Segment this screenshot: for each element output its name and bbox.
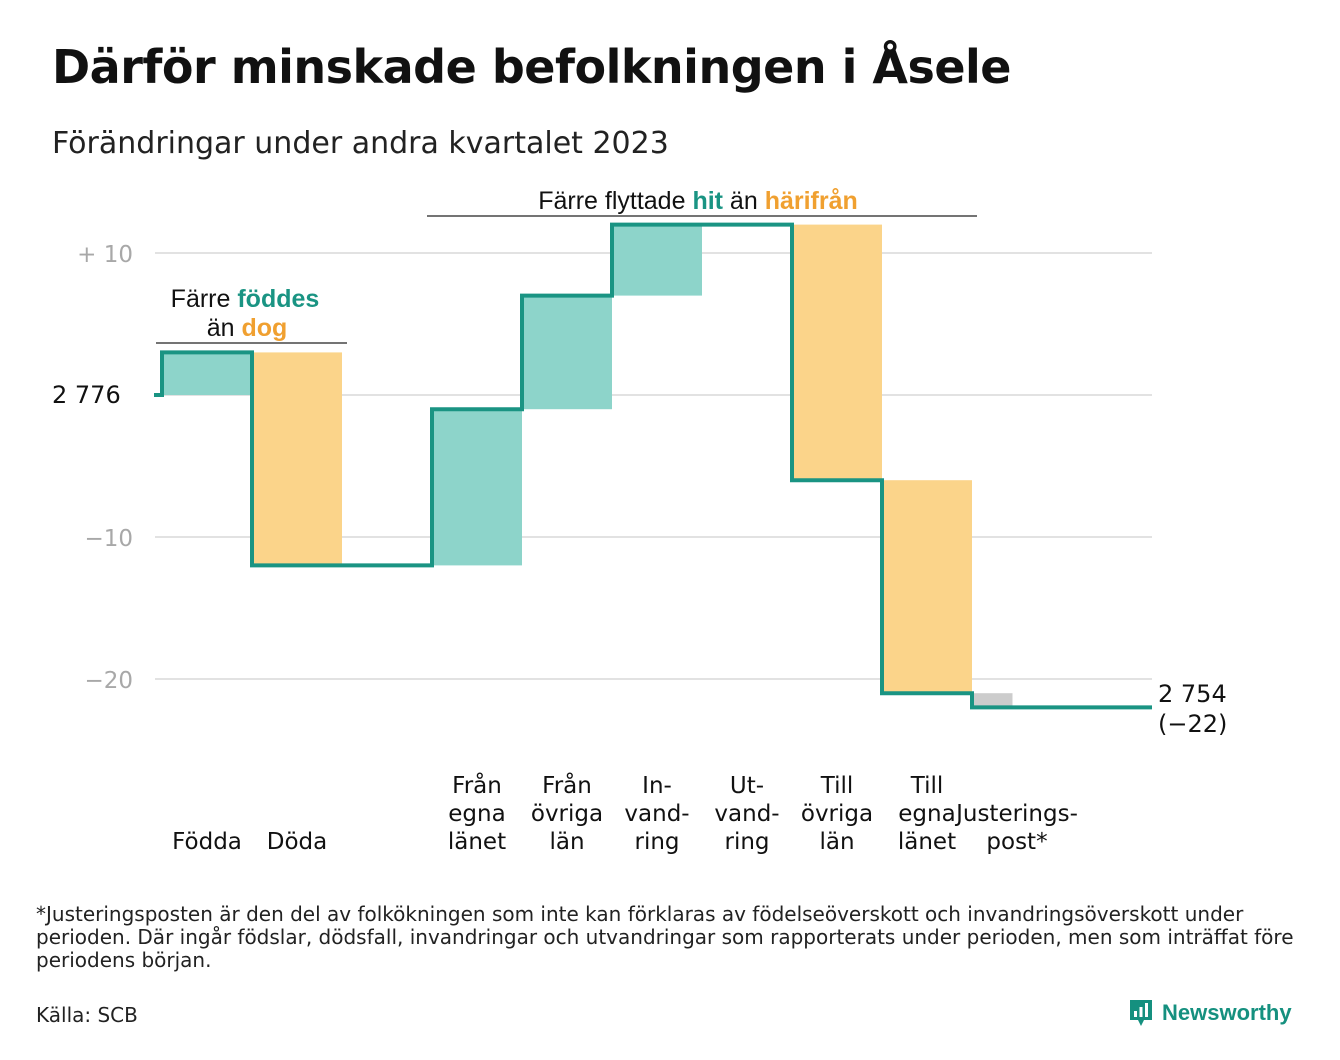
end-value-label: 2 754: [1158, 680, 1227, 708]
migration-annotation: Färre flyttade hit än härifrån: [538, 187, 858, 215]
brand-name: Newsworthy: [1162, 1000, 1292, 1025]
x-category-label: Till: [820, 773, 854, 799]
bar-doda: [252, 352, 342, 566]
start-value-label: 2 776: [52, 381, 121, 409]
x-category-label: In-: [642, 773, 672, 799]
x-category-label: länet: [898, 829, 956, 855]
x-category-label: vand-: [624, 801, 689, 827]
brand-logo: Newsworthy: [1128, 998, 1292, 1028]
x-category-label: ring: [634, 829, 679, 855]
end-change-label: (−22): [1158, 710, 1227, 738]
x-category-label: länet: [448, 829, 506, 855]
bar-fodda: [162, 352, 252, 395]
x-category-label: Döda: [267, 829, 327, 855]
y-tick-label: −10: [84, 526, 133, 552]
x-category-label: län: [549, 829, 584, 855]
x-category-label: Till: [910, 773, 944, 799]
y-tick-label: + 10: [77, 242, 133, 268]
x-category-label: övriga: [531, 801, 603, 827]
bar-chart-pin-icon: [1130, 1000, 1152, 1026]
x-category-label: egna: [898, 801, 955, 827]
births-annotation-line1: Färre föddes: [171, 285, 320, 313]
y-tick-label: −20: [84, 668, 133, 694]
x-category-label: Födda: [172, 829, 242, 855]
bar-till_egna: [882, 480, 972, 694]
source-label: Källa: SCB: [36, 1003, 138, 1027]
chart-subtitle: Förändringar under andra kvartalet 2023: [52, 126, 669, 161]
x-category-label: Justerings-: [954, 801, 1078, 827]
bar-invandring: [612, 224, 702, 296]
x-category-label: egna: [448, 801, 505, 827]
chart-title: Därför minskade befolkningen i Åsele: [52, 40, 1012, 94]
x-category-label: post*: [986, 829, 1047, 855]
births-annotation-line2: än dog: [207, 314, 288, 342]
x-category-label: län: [819, 829, 854, 855]
bar-till_ovriga: [792, 224, 882, 481]
footnote: *Justeringsposten är den del av folkökni…: [36, 902, 1294, 972]
x-category-label: Från: [452, 771, 502, 799]
x-category-label: vand-: [714, 801, 779, 827]
x-category-label: ring: [724, 829, 769, 855]
bar-justering: [972, 693, 1013, 708]
x-category-label: övriga: [801, 801, 873, 827]
bar-fran_egna: [432, 409, 522, 566]
x-category-label: Ut-: [730, 773, 764, 799]
x-category-label: Från: [542, 771, 592, 799]
bar-fran_ovriga: [522, 295, 612, 410]
cumulative-step-line: [154, 222, 1152, 710]
